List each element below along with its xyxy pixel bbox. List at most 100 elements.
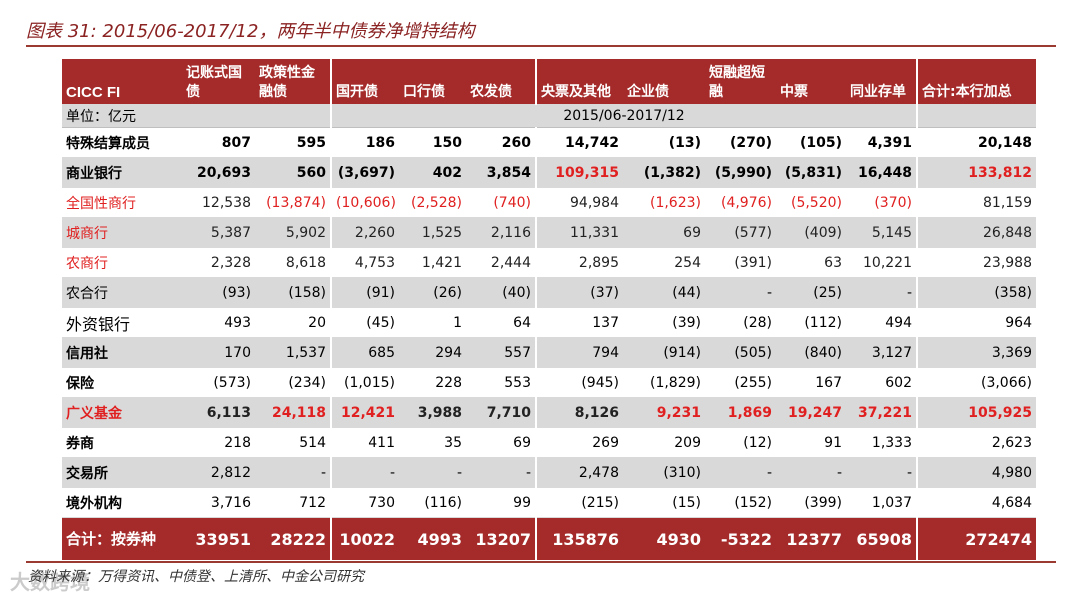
- table-cell: 2,116: [466, 217, 536, 248]
- table-cell: 16,448: [846, 157, 917, 188]
- period-label: 2015/06-2017/12: [330, 104, 917, 128]
- table-cell: (1,829): [623, 367, 705, 398]
- header-cell: 企业债: [623, 59, 705, 105]
- table-row: 商业银行 20,693 560 (3,697) 402 3,854 109,315 (1,38…: [62, 157, 1036, 188]
- table-cell: (93): [182, 277, 255, 308]
- row-label: 保险: [62, 367, 182, 398]
- table-cell: (370): [846, 187, 917, 218]
- table-cell: 19,247: [776, 397, 846, 428]
- total-cell: 272474: [916, 517, 1036, 560]
- total-cell: 4993: [399, 517, 466, 560]
- table-cell: (13): [623, 127, 705, 158]
- total-cell: 33951: [182, 517, 255, 560]
- table-cell: (505): [705, 337, 776, 368]
- table-cell: 99: [466, 487, 536, 518]
- table-cell: 685: [330, 337, 399, 368]
- table-cell: 186: [330, 127, 399, 158]
- table-cell: 4,391: [846, 127, 917, 158]
- table-cell: 712: [255, 487, 331, 518]
- table-row: 农商行 2,328 8,618 4,753 1,421 2,444 2,895 254 (391…: [62, 247, 1036, 278]
- row-label: 全国性商行: [62, 187, 182, 218]
- table-cell: 794: [535, 337, 623, 368]
- table-cell: 64: [466, 307, 536, 338]
- table-cell: 23,988: [916, 247, 1036, 278]
- table-cell: 269: [535, 427, 623, 458]
- header-cell: 记账式国债: [182, 59, 255, 105]
- table-cell: 20,693: [182, 157, 255, 188]
- total-cell: -5322: [705, 517, 776, 560]
- table-cell: 402: [399, 157, 466, 188]
- table-cell: (3,697): [330, 157, 399, 188]
- table-cell: (914): [623, 337, 705, 368]
- table-cell: 602: [846, 367, 917, 398]
- header-cell: CICC FI: [62, 59, 182, 105]
- table-cell: 26,848: [916, 217, 1036, 248]
- table-cell: (399): [776, 487, 846, 518]
- table-cell: 20: [255, 307, 331, 338]
- table-cell: 4,684: [916, 487, 1036, 518]
- row-label: 境外机构: [62, 487, 182, 518]
- watermark-logo: 大数跨境: [10, 570, 90, 594]
- table-cell: 91: [776, 427, 846, 458]
- table-cell: (1,623): [623, 187, 705, 218]
- table-row: 广义基金 6,113 24,118 12,421 3,988 7,710 8,126 9,23…: [62, 397, 1036, 428]
- header-cell: 政策性金融债: [255, 59, 331, 105]
- table-cell: (105): [776, 127, 846, 158]
- table-cell: 81,159: [916, 187, 1036, 218]
- table-cell: (1,015): [330, 367, 399, 398]
- table-cell: (40): [466, 277, 536, 308]
- table-cell: (5,990): [705, 157, 776, 188]
- table-cell: 1,037: [846, 487, 917, 518]
- table-cell: (358): [916, 277, 1036, 308]
- table-cell: (28): [705, 307, 776, 338]
- row-label: 农商行: [62, 247, 182, 278]
- row-label: 外资银行: [62, 307, 182, 338]
- table-cell: (945): [535, 367, 623, 398]
- row-label: 商业银行: [62, 157, 182, 188]
- table-cell: 2,444: [466, 247, 536, 278]
- table-cell: 3,369: [916, 337, 1036, 368]
- table-cell: 4,980: [916, 457, 1036, 488]
- table-cell: 2,812: [182, 457, 255, 488]
- table-cell: 557: [466, 337, 536, 368]
- table-row: 农合行 (93) (158) (91) (26) (40) (37) (44) - (25) - (3…: [62, 277, 1036, 308]
- table-cell: 2,478: [535, 457, 623, 488]
- table-cell: 3,988: [399, 397, 466, 428]
- table-cell: -: [330, 457, 399, 488]
- table-cell: 294: [399, 337, 466, 368]
- table-cell: 9,231: [623, 397, 705, 428]
- table-cell: 1,421: [399, 247, 466, 278]
- table-cell: 137: [535, 307, 623, 338]
- table-cell: (39): [623, 307, 705, 338]
- table-row: 特殊结算成员 807 595 186 150 260 14,742 (13) (270) (105…: [62, 127, 1036, 158]
- table-cell: 35: [399, 427, 466, 458]
- table-cell: 5,145: [846, 217, 917, 248]
- table-cell: 228: [399, 367, 466, 398]
- table-cell: 2,895: [535, 247, 623, 278]
- total-cell: 10022: [330, 517, 399, 560]
- table-row: 境外机构 3,716 712 730 (116) 99 (215) (15) (152) (399…: [62, 487, 1036, 518]
- row-label: 信用社: [62, 337, 182, 368]
- table-cell: -: [776, 457, 846, 488]
- table-cell: 8,618: [255, 247, 331, 278]
- total-cell: 12377: [776, 517, 846, 560]
- table-cell: (5,831): [776, 157, 846, 188]
- table-cell: 133,812: [916, 157, 1036, 188]
- table-cell: 2,260: [330, 217, 399, 248]
- header-cell: 农发债: [466, 59, 536, 105]
- table-cell: 3,127: [846, 337, 917, 368]
- row-label: 券商: [62, 427, 182, 458]
- table-row: 外资银行 493 20 (45) 1 64 137 (39) (28) (112) 494 964: [62, 307, 1036, 338]
- unit-label: 单位：亿元: [62, 104, 331, 128]
- table-cell: 8,126: [535, 397, 623, 428]
- table-cell: 1,333: [846, 427, 917, 458]
- table-cell: -: [466, 457, 536, 488]
- table-cell: 170: [182, 337, 255, 368]
- table-cell: 5,387: [182, 217, 255, 248]
- table-cell: -: [705, 457, 776, 488]
- table-cell: 254: [623, 247, 705, 278]
- table-cell: (26): [399, 277, 466, 308]
- table-cell: 5,902: [255, 217, 331, 248]
- total-cell: 13207: [466, 517, 536, 560]
- table-cell: (409): [776, 217, 846, 248]
